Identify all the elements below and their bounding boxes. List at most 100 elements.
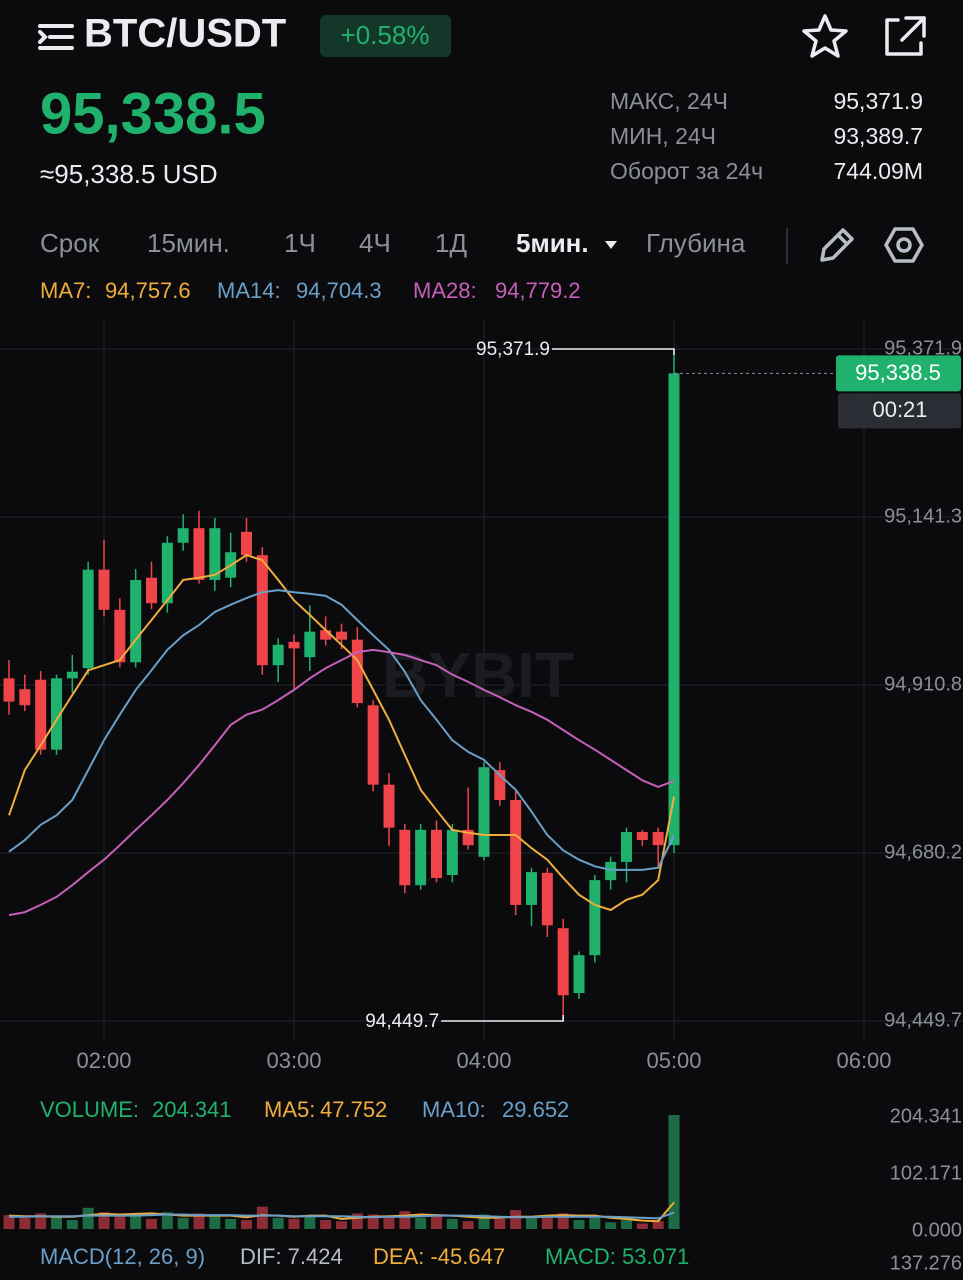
y-tick-label: 204.341 <box>890 1105 962 1127</box>
volume-bar <box>51 1216 62 1229</box>
candle-body <box>367 705 379 785</box>
x-tick-label: 06:00 <box>836 1048 891 1073</box>
y-tick-label: 95,141.3 <box>884 505 962 527</box>
timeframe-tab[interactable]: 1Д <box>435 228 467 258</box>
volume-bar <box>652 1221 664 1229</box>
ma-legend-value: 94,704.3 <box>296 278 382 303</box>
candle-body <box>256 555 268 666</box>
ma-legend-name: MA28: <box>413 278 477 303</box>
candle-body <box>462 829 474 846</box>
candle-body <box>652 832 664 846</box>
candle-body <box>161 542 173 604</box>
candle-body <box>351 639 363 704</box>
volume-bar <box>557 1213 569 1229</box>
volume-ma-line <box>8 1201 675 1223</box>
volume-bar <box>114 1215 126 1229</box>
volume-bar <box>336 1221 347 1229</box>
candle-body <box>51 678 62 750</box>
volume-bar <box>146 1218 157 1229</box>
price-tag-label: 95,338.5 <box>855 360 941 385</box>
candle-body <box>272 644 284 666</box>
ma-line <box>8 589 675 871</box>
timeframe-tab[interactable]: 5мин. <box>516 228 589 258</box>
macd-value: MACD: 53.071 <box>545 1244 689 1269</box>
timeframe-tab[interactable]: Глубина <box>646 228 746 258</box>
share-icon[interactable] <box>885 16 926 56</box>
candle-body <box>177 528 189 543</box>
candle-body <box>383 784 395 828</box>
stat-value: 744.09M <box>833 158 923 184</box>
candle-body <box>241 531 252 556</box>
volume-bar <box>573 1220 585 1229</box>
candle-body <box>446 829 458 876</box>
candle-body <box>82 569 94 669</box>
candle-body <box>193 528 205 580</box>
volume-bar <box>415 1217 427 1229</box>
candle-body <box>510 799 522 905</box>
volume-bar <box>351 1213 363 1229</box>
volume-bar <box>320 1220 332 1229</box>
y-tick-label: 94,680.2 <box>884 841 962 863</box>
x-tick-label: 04:00 <box>456 1048 511 1073</box>
volume-bar <box>636 1223 648 1229</box>
draw-tool-icon[interactable] <box>820 228 854 262</box>
volume-bar <box>383 1216 395 1229</box>
x-tick-label: 05:00 <box>646 1048 701 1073</box>
volume-legend-name: MA5: <box>264 1097 315 1122</box>
volume-bar <box>241 1220 252 1229</box>
candle-body <box>526 872 537 905</box>
timeframe-tab[interactable]: 4Ч <box>359 228 391 258</box>
volume-bar <box>3 1215 15 1229</box>
volume-bar <box>19 1217 31 1229</box>
volume-bar <box>161 1212 173 1229</box>
candle-body <box>399 829 411 886</box>
candle-body <box>146 577 157 604</box>
y-tick-label: 0.000 <box>912 1219 962 1241</box>
volume-bar <box>304 1215 316 1229</box>
volume-bar <box>605 1222 617 1229</box>
ma-legend-name: MA14: <box>217 278 281 303</box>
pair-title: BTC/USDT <box>84 12 286 56</box>
candle-body <box>130 579 142 663</box>
candle-body <box>589 880 601 956</box>
stat-label: Оборот за 24ч <box>610 158 763 184</box>
stat-label: МАКС, 24Ч <box>610 88 728 114</box>
volume-bar <box>367 1214 379 1229</box>
volume-bar <box>177 1217 189 1229</box>
candle-body <box>3 678 15 702</box>
volume-legend-value: 29.652 <box>502 1097 569 1122</box>
volume-legend-name: VOLUME: <box>40 1097 139 1122</box>
timeframe-tab[interactable]: Срок <box>40 228 100 258</box>
timeframe-tab[interactable]: 1Ч <box>284 228 316 258</box>
candle-body <box>478 767 490 857</box>
candle-body <box>541 872 553 926</box>
volume-bar <box>272 1217 284 1229</box>
candle-body <box>557 928 569 996</box>
candle-body <box>98 569 110 610</box>
candle-body <box>605 861 617 881</box>
volume-bar <box>193 1213 205 1229</box>
ma-line <box>8 648 675 917</box>
ma-line <box>8 554 675 912</box>
macd-dif: DIF: 7.424 <box>240 1244 343 1269</box>
menu-icon[interactable] <box>38 24 74 50</box>
macd-title: MACD(12, 26, 9) <box>40 1244 205 1269</box>
settings-icon[interactable] <box>884 227 924 263</box>
candle-body <box>304 631 316 658</box>
volume-bar <box>621 1220 632 1229</box>
volume-bar <box>35 1213 47 1229</box>
volume-bar <box>541 1215 553 1229</box>
favorite-icon[interactable] <box>802 14 848 58</box>
timeframe-tab[interactable]: 15мин. <box>147 228 230 258</box>
ma-legend-value: 94,757.6 <box>105 278 191 303</box>
countdown-tag <box>838 393 961 429</box>
change-badge <box>320 15 451 57</box>
stat-label: МИН, 24Ч <box>610 123 716 149</box>
volume-bar <box>66 1220 78 1229</box>
volume-legend-name: MA10: <box>422 1097 486 1122</box>
volume-legend-value: 47.752 <box>320 1097 387 1122</box>
stat-value: 95,371.9 <box>833 88 923 114</box>
candle-body <box>288 641 300 649</box>
volume-bar <box>494 1218 506 1229</box>
